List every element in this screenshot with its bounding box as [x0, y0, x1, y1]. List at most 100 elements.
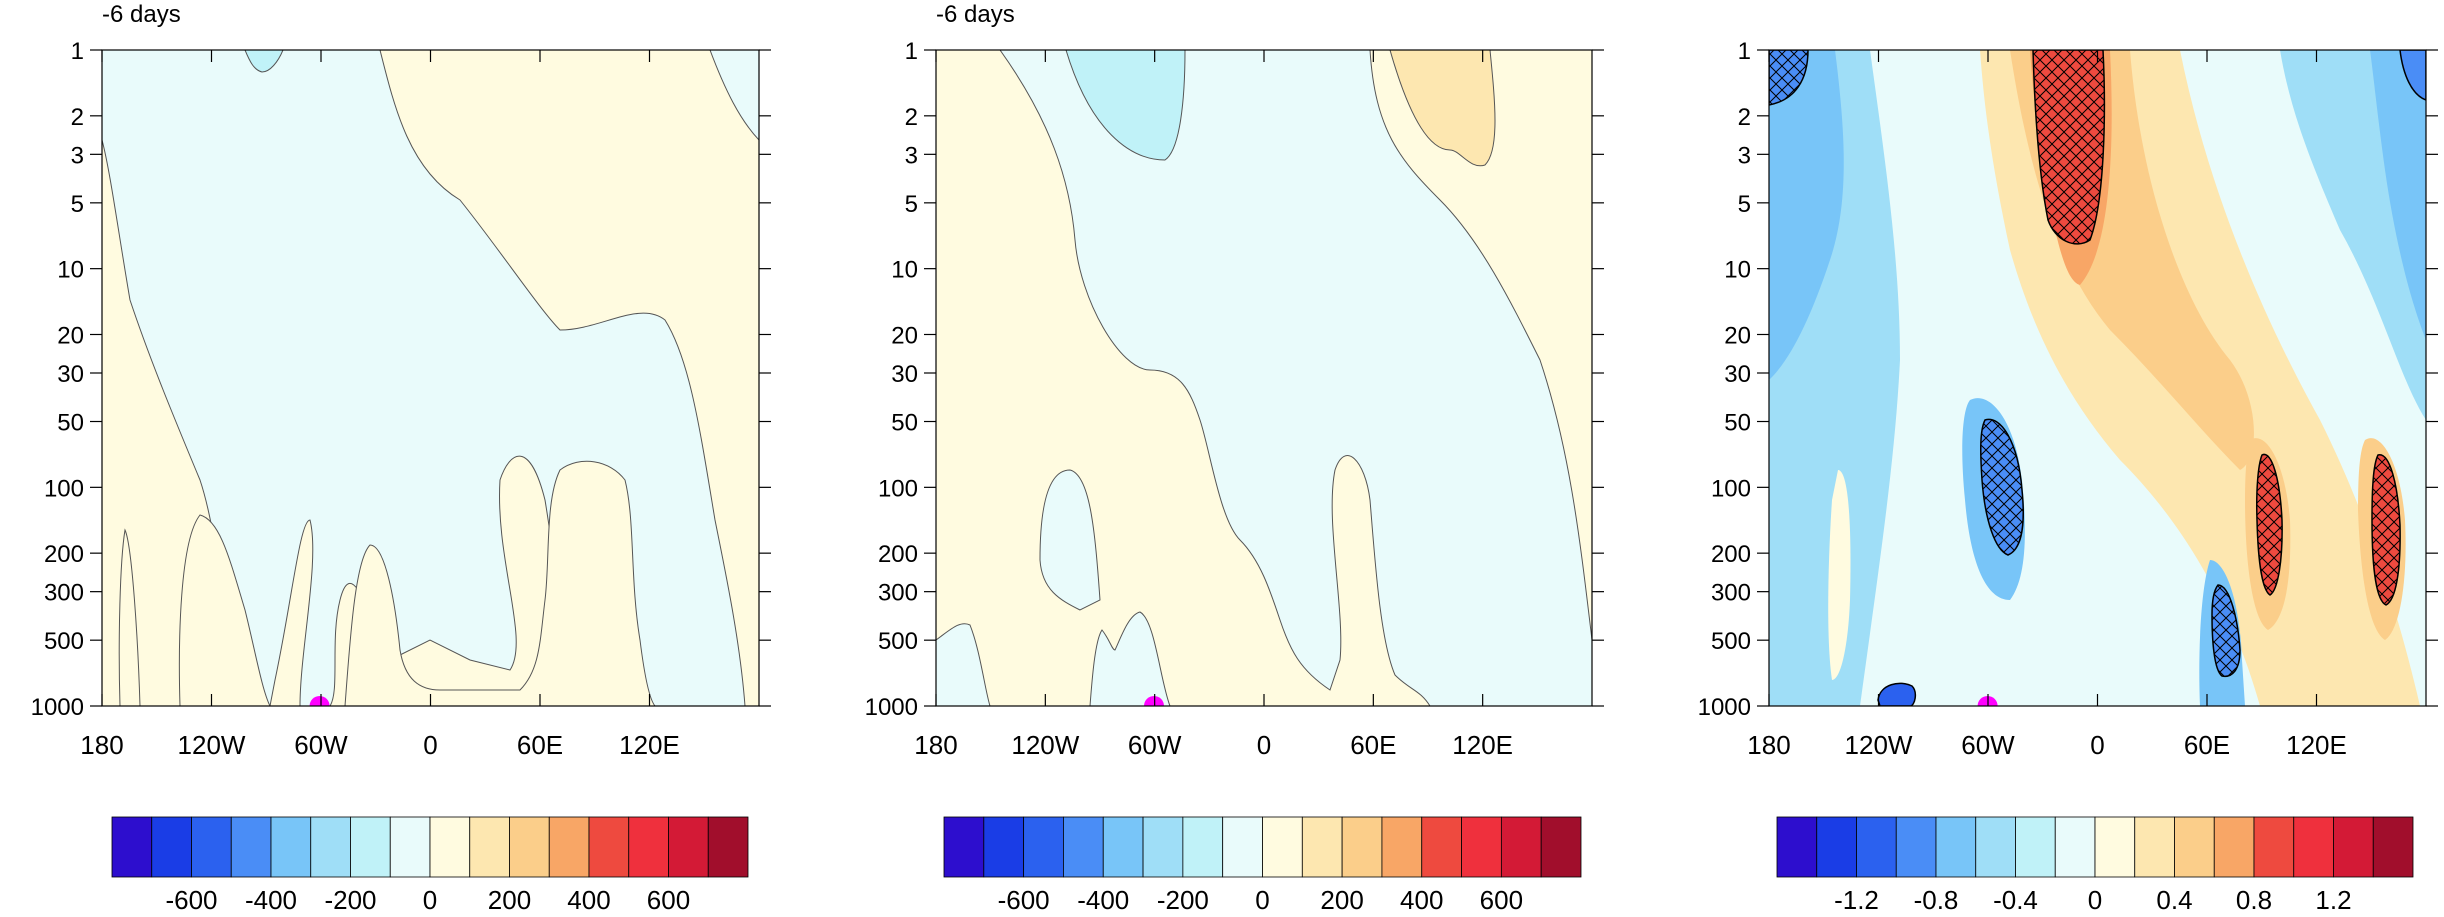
colorbar-swatch	[469, 816, 510, 878]
colorbar-swatch	[270, 816, 312, 878]
y-tick-label: 2	[71, 104, 84, 131]
x-tick-label: 60E	[1350, 730, 1396, 760]
panel-2-negative-region	[999, 50, 1592, 706]
panel-1-fields	[102, 50, 759, 706]
x-tick-label: 120E	[1452, 730, 1513, 760]
colorbar-swatch	[943, 816, 985, 878]
y-tick-label: 300	[1711, 580, 1751, 607]
colorbar-swatch	[1063, 816, 1104, 878]
y-tick-label: 300	[878, 580, 918, 607]
y-tick-label: 10	[57, 257, 84, 284]
y-tick-label: 100	[1711, 475, 1751, 502]
panel-2-negative-island	[1039, 469, 1101, 611]
y-tick-label: 1	[905, 38, 918, 65]
panel-2-negative-west	[936, 623, 991, 706]
y-tick-label: 3	[1738, 142, 1751, 169]
y-tick-label: 1	[1738, 38, 1751, 65]
colorbar-tick-label: -0.4	[1993, 885, 2038, 915]
y-tick-label: 1	[71, 38, 84, 65]
colorbar-swatch	[1500, 816, 1542, 878]
colorbar-swatch	[151, 816, 192, 878]
panel-1-title: -6 days	[102, 1, 181, 28]
panel-3-east-corner-min	[2399, 50, 2426, 101]
colorbar-swatch	[1102, 816, 1144, 878]
x-tick-label: 120E	[2286, 730, 2347, 760]
panel-2-blue-top	[1065, 50, 1186, 161]
colorbar-tick-label: -400	[245, 885, 297, 915]
y-tick-label: 50	[57, 410, 84, 437]
panel-3-fields	[1769, 50, 2426, 706]
panel-1-marker	[309, 696, 330, 706]
y-tick-label: 20	[57, 322, 84, 349]
colorbar-swatch	[1023, 816, 1064, 878]
x-tick-label: 120W	[1011, 730, 1079, 760]
colorbar-tick-label: 400	[1400, 885, 1443, 915]
y-tick-label: 200	[1711, 541, 1751, 568]
colorbar-tick-label: 0	[423, 885, 437, 915]
colorbar-tick-label: 0.4	[2156, 885, 2192, 915]
x-tick-label: 180	[914, 730, 957, 760]
y-tick-label: 500	[1711, 628, 1751, 655]
panel-2-title: -6 days	[936, 1, 1015, 28]
panel-2-tan-top	[1389, 50, 1496, 167]
colorbar-swatch	[1935, 816, 1977, 878]
colorbar-swatch	[1262, 816, 1303, 878]
colorbar-swatch	[2372, 816, 2414, 878]
colorbar-swatch	[707, 816, 749, 878]
y-tick-label: 100	[44, 475, 84, 502]
panel-2-ticks: 180 120W 60W 0 60E 120E 1 2 3 5 10 20 30 50 100 200 300 5…	[865, 38, 1604, 760]
colorbar-swatch	[1776, 816, 1818, 878]
colorbar-swatch	[1222, 816, 1263, 878]
panel-2-fields	[936, 50, 1592, 706]
x-tick-label: 0	[423, 730, 437, 760]
panel-1-positive-island-b	[344, 460, 656, 706]
y-tick-label: 200	[44, 541, 84, 568]
colorbar-tick-label: -600	[165, 885, 217, 915]
colorbar-swatch	[350, 816, 391, 878]
y-tick-label: 30	[1724, 361, 1751, 388]
colorbar-swatch	[429, 816, 471, 878]
colorbar-tick-label: 1.2	[2315, 885, 2351, 915]
y-tick-label: 200	[878, 541, 918, 568]
y-tick-label: 5	[1738, 191, 1751, 218]
colorbar-swatch	[1856, 816, 1897, 878]
colorbar-swatch	[1816, 816, 1857, 878]
colorbar-swatch	[1461, 816, 1502, 878]
panel-3-red-max-a-hatch	[2256, 454, 2283, 595]
y-tick-label: 1000	[31, 694, 84, 721]
colorbar-tick-label: 200	[1320, 885, 1363, 915]
panel-3-blue-min-hatch	[1980, 419, 2024, 555]
panel-3-blue-lower-min-hatch	[2212, 585, 2240, 677]
colorbar-swatch	[2134, 816, 2175, 878]
panel-1: -6 days 180 120W 60W 0 60E 120E 1 2 3 5 10 20 30 50 10…	[31, 1, 771, 915]
panel-2-negative-lobe	[1089, 611, 1171, 706]
y-tick-label: 50	[1724, 410, 1751, 437]
colorbar-swatch	[2054, 816, 2096, 878]
y-tick-label: 3	[71, 142, 84, 169]
x-tick-label: 0	[2090, 730, 2104, 760]
y-tick-label: 50	[891, 410, 918, 437]
y-tick-label: 20	[891, 322, 918, 349]
y-tick-label: 10	[891, 257, 918, 284]
y-tick-label: 5	[905, 191, 918, 218]
colorbar-tick-label: 400	[567, 885, 610, 915]
panel-2-marker	[1144, 696, 1164, 706]
panel-1-positive-sliver	[118, 528, 141, 706]
x-tick-label: 120W	[1845, 730, 1913, 760]
panel-1-colorbar: -600 -400 -200 0 200 400 600	[111, 816, 749, 915]
colorbar-tick-label: -600	[998, 885, 1050, 915]
x-tick-label: 120E	[619, 730, 680, 760]
colorbar-swatch	[2213, 816, 2255, 878]
colorbar-swatch	[1421, 816, 1462, 878]
colorbar-swatch	[310, 816, 351, 878]
panel-2-colorbar: -600 -400 -200 0 200 400 600	[943, 816, 1582, 915]
panel-1-ticks: 180 120W 60W 0 60E 120E 1 2 3 5 10 20 30 50 100 200 300 5…	[31, 38, 771, 760]
panel-2: -6 days 180 120W 60W 0 60E 120E 1 2 3 5 10 20 30 50 10…	[865, 1, 1604, 915]
colorbar-swatch	[2174, 816, 2215, 878]
panel-3-red-max-hatch	[2033, 50, 2105, 244]
y-tick-label: 30	[891, 361, 918, 388]
colorbar-swatch	[2333, 816, 2374, 878]
colorbar-swatch	[1975, 816, 2016, 878]
colorbar-swatch	[2253, 816, 2295, 878]
